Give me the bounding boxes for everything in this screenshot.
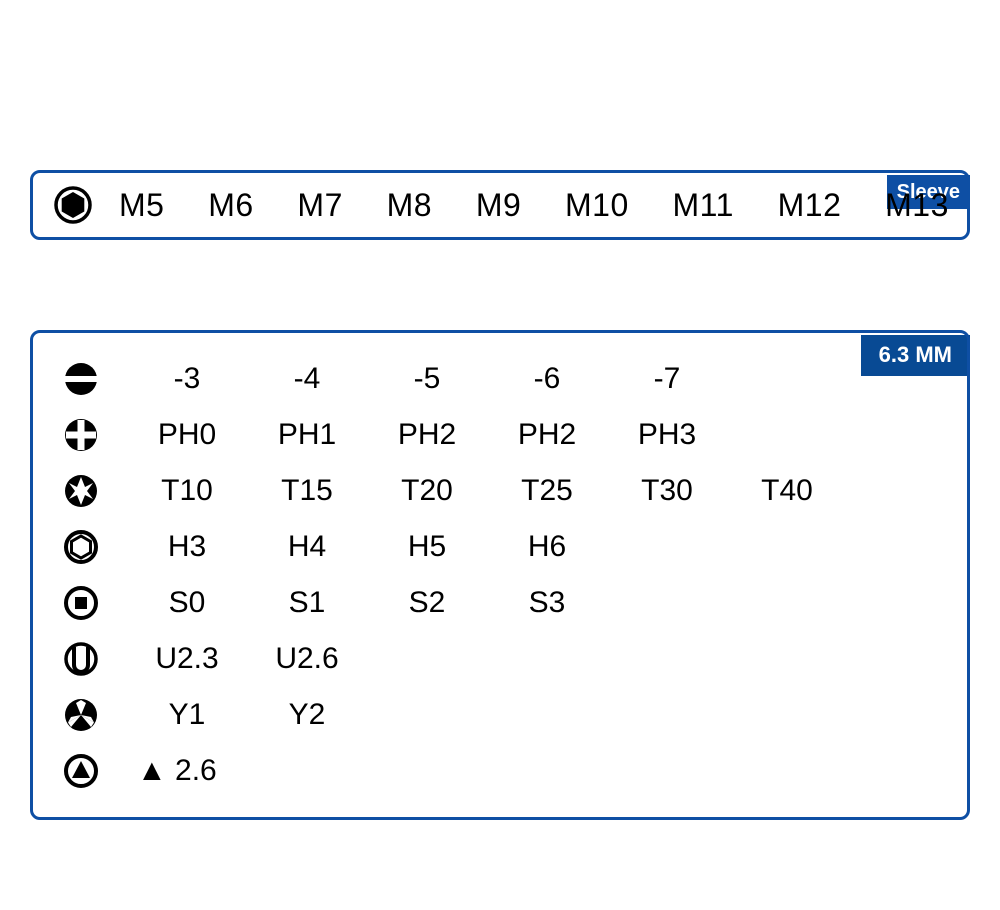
bit-value: T15 [247,474,367,508]
bit-value: PH0 [127,418,247,452]
bit-value: T30 [607,474,727,508]
bit-values: PH0 PH1 PH2 PH2 PH3 [107,418,727,452]
bit-value: S3 [487,586,607,620]
slotted-icon [55,361,107,397]
sleeve-size: M8 [387,187,432,224]
bit-value: T20 [367,474,487,508]
hex-socket-icon [47,185,99,225]
bit-value: Y1 [127,698,247,732]
bit-values: Y1 Y2 [107,698,367,732]
canvas: Sleeve M5 M6 M7 M8 M9 M10 M11 M12 M13 6.… [0,0,1000,910]
sleeve-size: M7 [297,187,342,224]
triwing-icon [55,697,107,733]
bit-row-square: S0 S1 S2 S3 [55,575,945,631]
bit-row-slotted: -3 -4 -5 -6 -7 [55,351,945,407]
bit-values: -3 -4 -5 -6 -7 [107,362,727,396]
bits-box: -3 -4 -5 -6 -7 PH0 PH1 PH2 PH2 PH [30,330,970,820]
bit-value: T25 [487,474,607,508]
sleeve-size: M6 [208,187,253,224]
bit-value: U2.6 [247,642,367,676]
sleeve-box: M5 M6 M7 M8 M9 M10 M11 M12 M13 [30,170,970,240]
bit-value: H6 [487,530,607,564]
bit-values: U2.3 U2.6 [107,642,367,676]
sleeve-sizes: M5 M6 M7 M8 M9 M10 M11 M12 M13 [111,187,953,224]
bit-values: ▲ 2.6 [107,754,217,788]
bit-row-phillips: PH0 PH1 PH2 PH2 PH3 [55,407,945,463]
bit-value: S1 [247,586,367,620]
bit-values: T10 T15 T20 T25 T30 T40 [107,474,847,508]
bit-value: -7 [607,362,727,396]
phillips-icon [55,417,107,453]
bit-value: ▲ 2.6 [127,754,217,788]
bit-value: H5 [367,530,487,564]
sleeve-size: M10 [565,187,629,224]
bit-value: S0 [127,586,247,620]
bit-value: H4 [247,530,367,564]
sleeve-size: M5 [119,187,164,224]
bit-value: T40 [727,474,847,508]
bit-row-torx: T10 T15 T20 T25 T30 T40 [55,463,945,519]
sleeve-size: M9 [476,187,521,224]
bit-value: -5 [367,362,487,396]
torx-icon [55,473,107,509]
sleeve-size: M13 [885,187,949,224]
bit-row-hex: H3 H4 H5 H6 [55,519,945,575]
bit-value: -3 [127,362,247,396]
bit-value: Y2 [247,698,367,732]
spanner-icon [55,641,107,677]
bit-value: PH2 [367,418,487,452]
bit-value: T10 [127,474,247,508]
bit-value: -6 [487,362,607,396]
bit-values: H3 H4 H5 H6 [107,530,607,564]
bit-value: PH3 [607,418,727,452]
sleeve-size: M11 [673,187,734,224]
bit-values: S0 S1 S2 S3 [107,586,607,620]
sleeve-size: M12 [778,187,842,224]
triangle-icon [55,753,107,789]
bit-value: H3 [127,530,247,564]
bit-row-triangle: ▲ 2.6 [55,743,945,799]
bit-value: S2 [367,586,487,620]
hex-icon [55,529,107,565]
bit-value: U2.3 [127,642,247,676]
bit-value: PH1 [247,418,367,452]
bit-row-triwing: Y1 Y2 [55,687,945,743]
bit-value: PH2 [487,418,607,452]
square-icon [55,585,107,621]
bit-value: -4 [247,362,367,396]
bit-row-spanner: U2.3 U2.6 [55,631,945,687]
